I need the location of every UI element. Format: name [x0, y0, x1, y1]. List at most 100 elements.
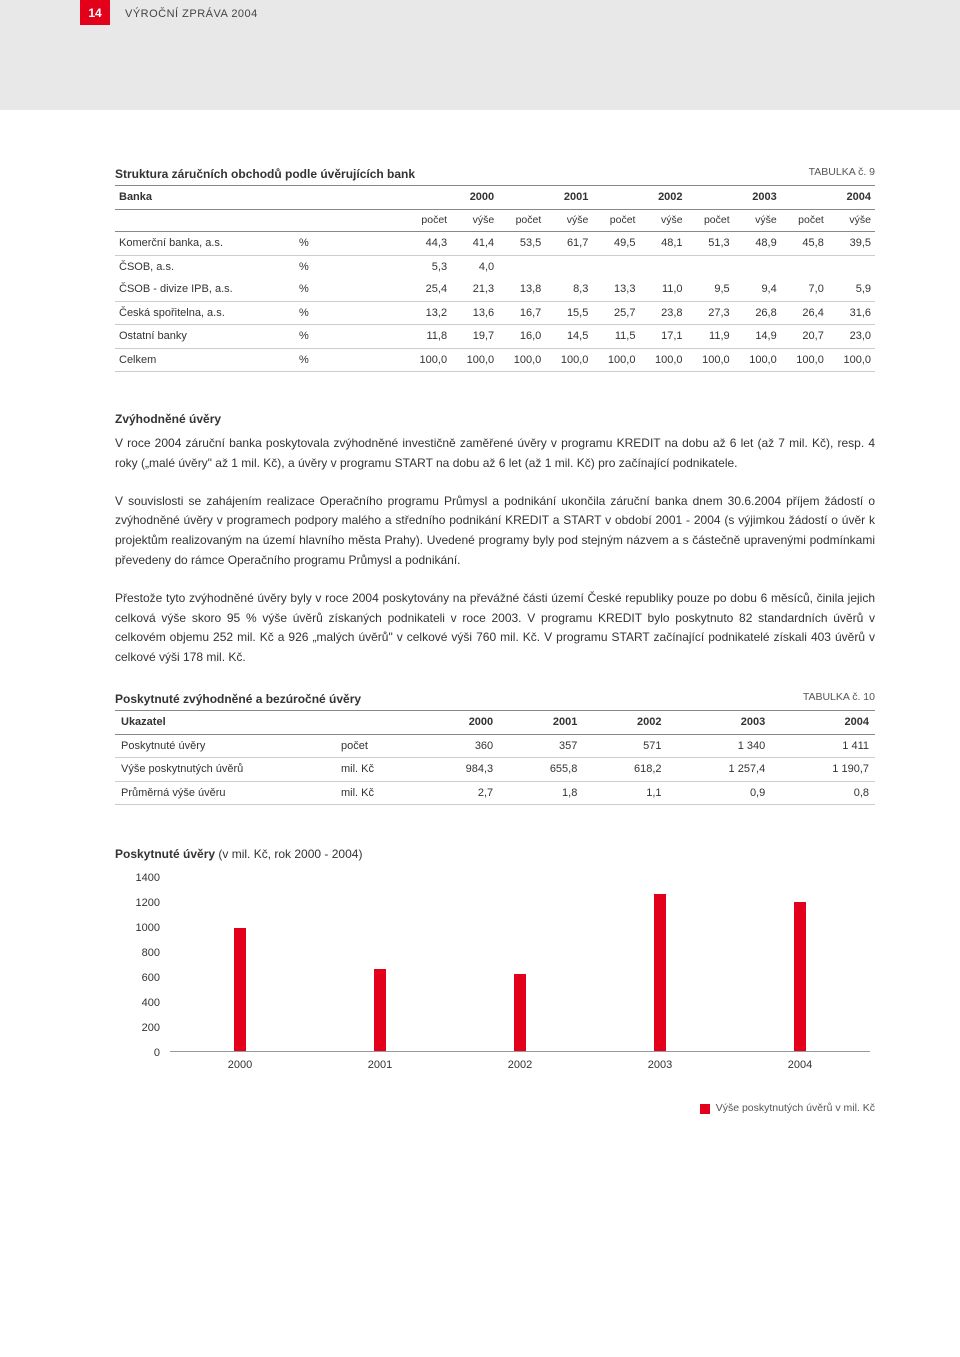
table1-col-banka: Banka: [115, 186, 404, 209]
cell: 8,3: [545, 278, 592, 301]
body-p3: Přestože tyto zvýhodněné úvěry byly v ro…: [115, 589, 875, 668]
row-name: Komerční banka, a.s.%: [115, 232, 404, 256]
chart-legend: Výše poskytnutých úvěrů v mil. Kč: [700, 1101, 875, 1117]
table-row: Celkem%100,0100,0100,0100,0100,0100,0100…: [115, 348, 875, 372]
table-row: Průměrná výše úvěrumil. Kč2,71,81,10,90,…: [115, 781, 875, 805]
cell: 655,8: [499, 758, 583, 782]
cell: 27,3: [687, 301, 734, 325]
cell: 100,0: [404, 348, 451, 372]
cell: 11,0: [639, 278, 686, 301]
cell: 14,9: [734, 325, 781, 349]
table1-col-2001: 2001: [498, 186, 592, 209]
th: 2003: [668, 711, 772, 734]
sub: počet: [781, 209, 828, 232]
cell: 31,6: [828, 301, 875, 325]
h1: Zvýhodněné úvěry: [115, 412, 221, 426]
cell: 9,4: [734, 278, 781, 301]
table-row: ČSOB - divize IPB, a.s.%25,421,313,88,31…: [115, 278, 875, 301]
body-p2: V souvislosti se zahájením realizace Ope…: [115, 492, 875, 571]
cell: 100,0: [451, 348, 498, 372]
cell: 1 340: [668, 734, 772, 758]
th: 2002: [583, 711, 667, 734]
cell: 9,5: [687, 278, 734, 301]
ytick-label: 200: [115, 1020, 160, 1037]
chart-bar: [374, 969, 386, 1051]
table2-title-row: Poskytnuté zvýhodněné a bezúročné úvěry …: [115, 690, 875, 711]
cell: 100,0: [781, 348, 828, 372]
sub: výše: [545, 209, 592, 232]
th: Ukazatel: [115, 711, 335, 734]
cell: 5,9: [828, 278, 875, 301]
header-text: VÝROČNÍ ZPRÁVA 2004: [125, 6, 258, 23]
cell: Výše poskytnutých úvěrů: [115, 758, 335, 782]
chart-title: Poskytnuté úvěry (v mil. Kč, rok 2000 - …: [115, 845, 875, 863]
cell: 15,5: [545, 301, 592, 325]
ytick-label: 1400: [115, 870, 160, 887]
sub: počet: [404, 209, 451, 232]
cell: 23,8: [639, 301, 686, 325]
cell: 13,6: [451, 301, 498, 325]
table2-label: TABULKA č. 10: [803, 690, 875, 708]
xtick-label: 2000: [210, 1057, 270, 1074]
cell: 100,0: [828, 348, 875, 372]
cell: 16,0: [498, 325, 545, 349]
cell: 20,7: [781, 325, 828, 349]
cell: mil. Kč: [335, 781, 415, 805]
table1-sub-header: početvýše početvýše početvýše početvýše …: [115, 209, 875, 232]
cell: 100,0: [639, 348, 686, 372]
sub: výše: [639, 209, 686, 232]
xtick-label: 2001: [350, 1057, 410, 1074]
sub: počet: [498, 209, 545, 232]
cell: 4,0: [451, 255, 498, 278]
cell: 0,9: [668, 781, 772, 805]
table1-col-2004: 2004: [781, 186, 875, 209]
cell: [734, 255, 781, 278]
cell: 21,3: [451, 278, 498, 301]
ytick-label: 1000: [115, 920, 160, 937]
table-row: ČSOB, a.s.%5,34,0: [115, 255, 875, 278]
cell: 19,7: [451, 325, 498, 349]
cell: 26,8: [734, 301, 781, 325]
cell: 100,0: [734, 348, 781, 372]
table1-label: TABULKA č. 9: [809, 165, 875, 183]
legend-swatch: [700, 1104, 710, 1114]
chart-bar: [234, 928, 246, 1051]
page-number: 14: [88, 4, 101, 22]
cell: 357: [499, 734, 583, 758]
cell: 16,7: [498, 301, 545, 325]
cell: 11,9: [687, 325, 734, 349]
cell: 61,7: [545, 232, 592, 256]
ytick-label: 0: [115, 1045, 160, 1062]
cell: 1 257,4: [668, 758, 772, 782]
chart-bar: [654, 894, 666, 1051]
table-row: Výše poskytnutých úvěrůmil. Kč984,3655,8…: [115, 758, 875, 782]
sub: počet: [687, 209, 734, 232]
cell: 25,4: [404, 278, 451, 301]
table1-sub-blank: [115, 209, 404, 232]
cell: [498, 255, 545, 278]
th: 2000: [415, 711, 499, 734]
cell: 26,4: [781, 301, 828, 325]
table1-title-row: Struktura záručních obchodů podle úvěruj…: [115, 165, 875, 186]
cell: [639, 255, 686, 278]
chart-title-light: (v mil. Kč, rok 2000 - 2004): [215, 847, 362, 861]
th: [335, 711, 415, 734]
cell: Průměrná výše úvěru: [115, 781, 335, 805]
table-row: Poskytnuté úvěrypočet3603575711 3401 411: [115, 734, 875, 758]
page-content: Struktura záručních obchodů podle úvěruj…: [115, 165, 875, 1087]
cell: 100,0: [545, 348, 592, 372]
cell: 100,0: [687, 348, 734, 372]
table1-title: Struktura záručních obchodů podle úvěruj…: [115, 165, 415, 183]
xtick-label: 2004: [770, 1057, 830, 1074]
cell: 13,3: [592, 278, 639, 301]
cell: 41,4: [451, 232, 498, 256]
cell: Poskytnuté úvěry: [115, 734, 335, 758]
ytick-label: 600: [115, 970, 160, 987]
table1-year-header: Banka 2000 2001 2002 2003 2004: [115, 186, 875, 209]
sub: výše: [734, 209, 781, 232]
chart-bar: [794, 902, 806, 1051]
cell: 48,9: [734, 232, 781, 256]
cell: 17,1: [639, 325, 686, 349]
row-name: Česká spořitelna, a.s.%: [115, 301, 404, 325]
cell: 25,7: [592, 301, 639, 325]
